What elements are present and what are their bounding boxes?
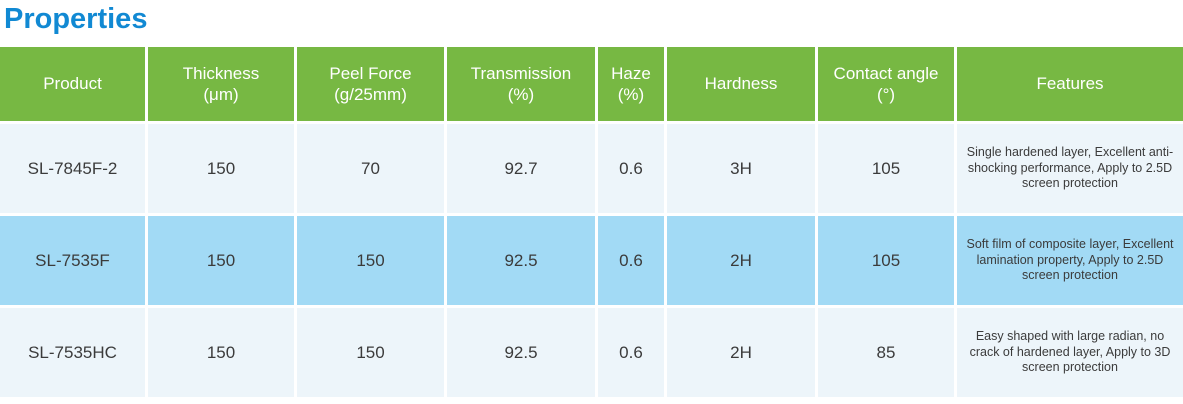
- cell-features: Soft film of composite layer, Excellent …: [957, 216, 1183, 305]
- properties-table: Product Thickness (μm) Peel Force (g/25m…: [0, 47, 1183, 397]
- cell-contact-angle: 105: [818, 124, 954, 213]
- cell-peel-force: 150: [297, 308, 444, 397]
- cell-hardness: 2H: [667, 308, 815, 397]
- cell-haze: 0.6: [598, 216, 664, 305]
- cell-peel-force: 70: [297, 124, 444, 213]
- cell-hardness: 2H: [667, 216, 815, 305]
- column-header-contact-angle: Contact angle (°): [818, 47, 954, 121]
- cell-thickness: 150: [148, 216, 294, 305]
- cell-product: SL-7535HC: [0, 308, 145, 397]
- cell-features: Easy shaped with large radian, no crack …: [957, 308, 1183, 397]
- cell-features: Single hardened layer, Excellent anti-sh…: [957, 124, 1183, 213]
- cell-peel-force: 150: [297, 216, 444, 305]
- column-header-transmission: Transmission (%): [447, 47, 595, 121]
- column-header-hardness: Hardness: [667, 47, 815, 121]
- cell-product: SL-7845F-2: [0, 124, 145, 213]
- column-header-thickness: Thickness (μm): [148, 47, 294, 121]
- cell-transmission: 92.5: [447, 216, 595, 305]
- cell-haze: 0.6: [598, 308, 664, 397]
- column-header-product: Product: [0, 47, 145, 121]
- page-title: Properties: [4, 3, 148, 35]
- cell-contact-angle: 105: [818, 216, 954, 305]
- column-header-features: Features: [957, 47, 1183, 121]
- cell-thickness: 150: [148, 124, 294, 213]
- column-header-haze: Haze (%): [598, 47, 664, 121]
- cell-thickness: 150: [148, 308, 294, 397]
- cell-hardness: 3H: [667, 124, 815, 213]
- cell-haze: 0.6: [598, 124, 664, 213]
- cell-transmission: 92.7: [447, 124, 595, 213]
- cell-contact-angle: 85: [818, 308, 954, 397]
- cell-product: SL-7535F: [0, 216, 145, 305]
- column-header-peel-force: Peel Force (g/25mm): [297, 47, 444, 121]
- cell-transmission: 92.5: [447, 308, 595, 397]
